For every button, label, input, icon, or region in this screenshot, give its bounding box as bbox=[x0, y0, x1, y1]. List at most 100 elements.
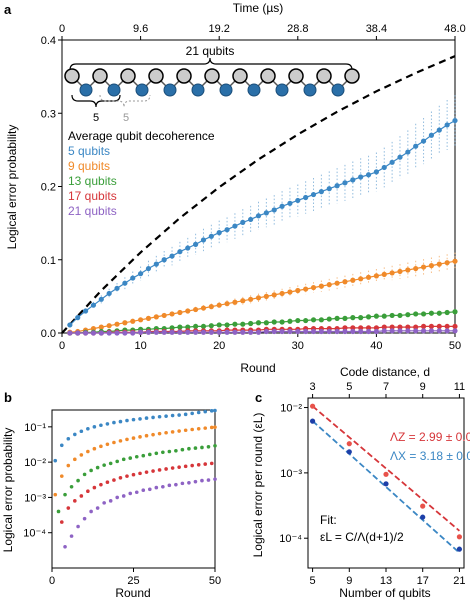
data-point bbox=[342, 180, 348, 186]
data-point bbox=[389, 270, 395, 276]
data-point bbox=[413, 324, 419, 330]
data-point bbox=[413, 311, 419, 317]
data-point bbox=[161, 329, 167, 335]
data-point bbox=[263, 293, 269, 299]
data-point bbox=[144, 433, 149, 438]
data-point bbox=[248, 320, 254, 327]
top-tick-label: 38.4 bbox=[366, 23, 387, 35]
data-point bbox=[86, 426, 90, 431]
data-point bbox=[213, 425, 217, 429]
data-point bbox=[428, 132, 435, 138]
legend-9-qubits: 9 qubits bbox=[68, 159, 110, 173]
x-tick-label: 0 bbox=[59, 340, 65, 352]
data-point bbox=[102, 463, 106, 467]
data-point bbox=[118, 439, 123, 443]
data-point bbox=[436, 310, 442, 316]
data-point bbox=[428, 323, 435, 330]
data-point bbox=[75, 315, 81, 321]
data-point bbox=[63, 544, 67, 549]
data-point bbox=[185, 329, 191, 335]
data-point bbox=[177, 465, 181, 469]
panel-b-x-axis-title: Round bbox=[115, 586, 150, 600]
data-point bbox=[76, 524, 80, 529]
data-point bbox=[397, 268, 403, 275]
y-tick-label: 10⁻⁴ bbox=[23, 528, 46, 540]
legend-5-qubits: 5 qubits bbox=[68, 144, 110, 158]
data-point bbox=[213, 408, 217, 413]
data-point bbox=[342, 279, 348, 285]
data-point bbox=[90, 302, 97, 308]
data-qubit bbox=[64, 68, 80, 84]
data-point bbox=[187, 480, 191, 485]
data-point bbox=[208, 329, 214, 335]
data-point bbox=[92, 446, 97, 451]
data-point bbox=[279, 319, 285, 325]
data-point bbox=[108, 461, 113, 466]
data-point bbox=[365, 314, 372, 320]
data-point bbox=[209, 461, 214, 466]
data-point bbox=[397, 328, 403, 334]
data-qubit bbox=[344, 68, 360, 84]
data-point bbox=[444, 328, 450, 334]
data-point bbox=[125, 418, 129, 423]
panel-a: Time (µs) 0 9.6 19.2 28.8 38.4 48.0 0 10 20 30 40… bbox=[5, 1, 466, 375]
inset-label-5-grey: 5 bbox=[123, 112, 129, 124]
data-point bbox=[95, 465, 100, 470]
data-point bbox=[200, 329, 207, 335]
data-point bbox=[350, 277, 356, 283]
panel-a-top-axis-title: Time (µs) bbox=[233, 1, 283, 15]
panel-c-series bbox=[309, 403, 463, 554]
data-point bbox=[397, 312, 403, 319]
data-point bbox=[73, 457, 77, 462]
data-point bbox=[157, 414, 162, 419]
top-tick-label: 0 bbox=[59, 23, 65, 35]
data-point bbox=[420, 311, 427, 317]
data-point bbox=[200, 323, 207, 330]
legend-17-qubits: 17 qubits bbox=[68, 189, 117, 203]
qubit-chain bbox=[64, 68, 360, 97]
data-point bbox=[358, 174, 364, 180]
data-point bbox=[203, 409, 208, 414]
inset-brace-5-grey bbox=[99, 94, 151, 108]
data-point bbox=[118, 419, 123, 424]
data-point bbox=[255, 329, 262, 335]
data-point bbox=[193, 329, 199, 335]
panel-b-x-ticks: 0 25 50 bbox=[49, 568, 221, 587]
data-point bbox=[381, 324, 387, 330]
data-point bbox=[177, 329, 183, 335]
data-point bbox=[190, 463, 194, 468]
data-point bbox=[130, 330, 136, 336]
qubit-chain-inset: 21 qubits 5 5 bbox=[64, 44, 360, 124]
data-point bbox=[444, 323, 450, 330]
data-point bbox=[144, 470, 149, 474]
data-point bbox=[209, 425, 214, 430]
data-point bbox=[164, 430, 168, 435]
data-point bbox=[92, 485, 97, 490]
data-point bbox=[79, 453, 84, 457]
data-point bbox=[138, 317, 144, 323]
data-point bbox=[112, 478, 116, 482]
top-tick-label: 9 bbox=[420, 381, 426, 393]
data-point bbox=[318, 317, 324, 323]
data-point bbox=[164, 414, 168, 418]
series-5 bbox=[63, 477, 217, 549]
data-point bbox=[232, 299, 238, 305]
data-point bbox=[138, 435, 142, 439]
data-point bbox=[373, 328, 379, 335]
series-4 bbox=[59, 461, 214, 524]
data-point bbox=[310, 328, 317, 335]
data-point bbox=[255, 320, 262, 326]
panel-a-series bbox=[67, 95, 458, 336]
data-point bbox=[69, 534, 74, 538]
data-point bbox=[287, 318, 293, 324]
data-point bbox=[167, 449, 172, 454]
data-point bbox=[196, 410, 201, 415]
measure-qubit bbox=[191, 83, 205, 97]
data-point bbox=[187, 446, 191, 451]
data-point bbox=[148, 487, 152, 492]
data-point bbox=[193, 323, 199, 330]
data-point bbox=[303, 194, 309, 201]
data-point bbox=[358, 328, 364, 335]
x-tick-label: 17 bbox=[417, 575, 429, 587]
